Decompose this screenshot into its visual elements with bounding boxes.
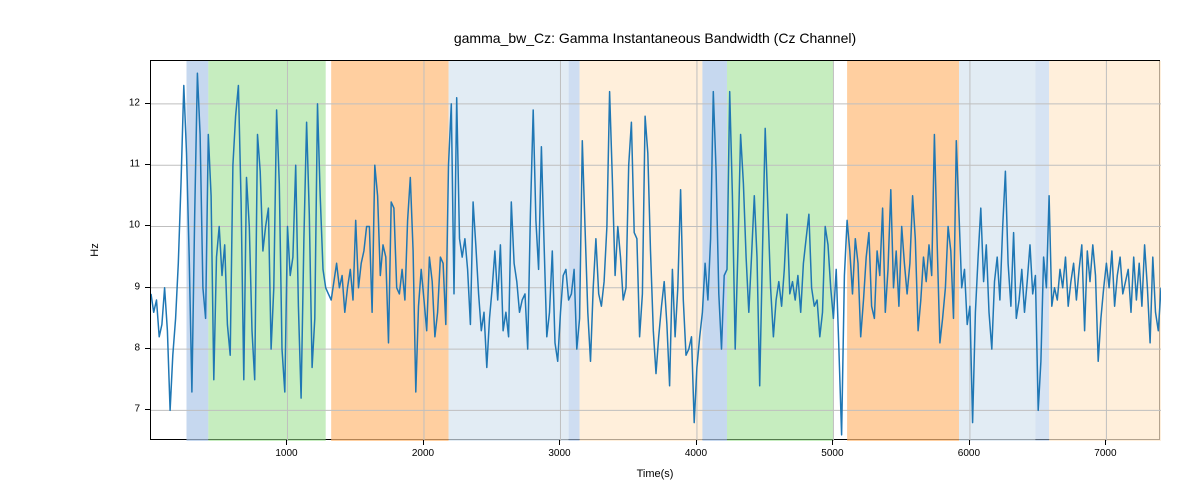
plot-area <box>150 60 1160 440</box>
chart-title: gamma_bw_Cz: Gamma Instantaneous Bandwid… <box>150 30 1160 46</box>
ytick-mark <box>145 225 150 226</box>
ytick-label: 12 <box>129 97 140 108</box>
xtick-mark <box>1105 440 1106 445</box>
xtick-label: 6000 <box>958 448 980 459</box>
xtick-mark <box>286 440 287 445</box>
ytick-label: 11 <box>130 159 140 170</box>
xtick-mark <box>969 440 970 445</box>
plot-svg <box>151 61 1161 441</box>
ytick-mark <box>145 103 150 104</box>
xtick-mark <box>559 440 560 445</box>
ytick-mark <box>145 164 150 165</box>
ytick-mark <box>145 348 150 349</box>
xtick-label: 4000 <box>685 448 707 459</box>
xtick-mark <box>696 440 697 445</box>
ytick-label: 8 <box>134 343 140 354</box>
xtick-label: 1000 <box>275 448 297 459</box>
x-axis-label: Time(s) <box>150 468 1160 480</box>
xtick-label: 2000 <box>412 448 434 459</box>
ytick-label: 9 <box>134 281 140 292</box>
xtick-mark <box>832 440 833 445</box>
y-axis-label: Hz <box>89 243 101 256</box>
ytick-label: 7 <box>134 404 140 415</box>
ytick-mark <box>145 409 150 410</box>
xtick-label: 7000 <box>1094 448 1116 459</box>
chart-container: gamma_bw_Cz: Gamma Instantaneous Bandwid… <box>0 0 1200 500</box>
xtick-label: 5000 <box>821 448 843 459</box>
xtick-label: 3000 <box>548 448 570 459</box>
xtick-mark <box>423 440 424 445</box>
ytick-label: 10 <box>129 220 140 231</box>
ytick-mark <box>145 287 150 288</box>
